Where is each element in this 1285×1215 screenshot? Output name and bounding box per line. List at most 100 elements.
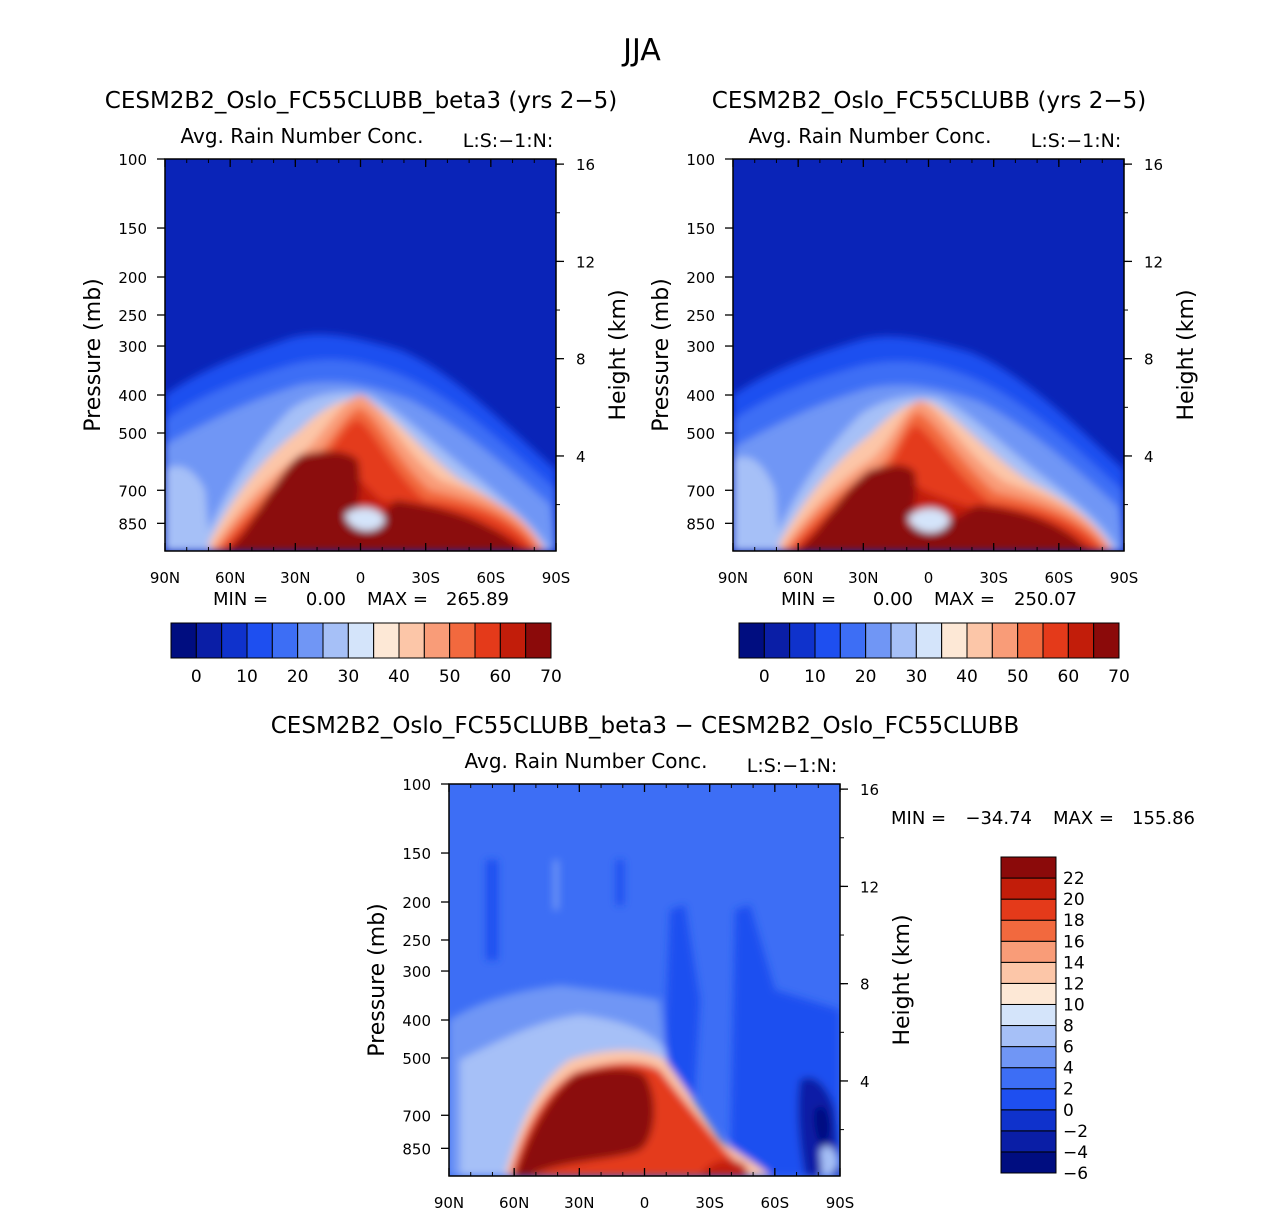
y-tick-label: 100	[402, 776, 431, 794]
panel-subtitle: Avg. Rain Number Conc.	[749, 124, 992, 148]
colorbar-swatch	[246, 622, 273, 659]
colorbar-swatch	[763, 622, 791, 659]
colorbar-swatch	[499, 622, 527, 659]
colorbar-swatch	[1000, 961, 1057, 984]
y-tick-label: 400	[118, 387, 147, 405]
y-tick-label: 300	[686, 338, 715, 356]
y-tick-label: 500	[402, 1050, 431, 1068]
x-tick-label: 0	[640, 1194, 650, 1212]
colorbar-swatch	[373, 622, 400, 659]
colorbar-swatch	[474, 622, 501, 659]
x-tick-label: 30S	[979, 569, 1008, 587]
colorbar-label: 40	[956, 667, 978, 687]
colorbar-label: 10	[1063, 995, 1085, 1015]
colorbar-swatch	[1000, 898, 1057, 921]
colorbar-label: 10	[236, 667, 258, 687]
x-tick-label: 60N	[499, 1194, 529, 1212]
colorbar-label: 18	[1063, 911, 1085, 931]
panel-subtitle: Avg. Rain Number Conc.	[181, 124, 424, 148]
colorbar-swatch	[839, 622, 867, 659]
axes: 90N 60N 30N 0 30S 60S 90S 100 150 200 250 300 400 500…	[118, 151, 595, 587]
max-value: 250.07	[1014, 589, 1077, 610]
colorbar-swatch	[1042, 622, 1069, 659]
colorbar-swatch	[966, 622, 993, 659]
colorbar-label: −2	[1063, 1122, 1088, 1142]
max-label: MAX =	[934, 589, 995, 610]
height-tick-label: 16	[860, 781, 879, 799]
max-label: MAX =	[367, 589, 428, 610]
colorbar-label: 30	[338, 667, 360, 687]
max-label: MAX =	[1053, 808, 1114, 829]
y-axis-right-label: Height (km)	[606, 289, 631, 420]
colorbar-swatch	[1000, 982, 1057, 1005]
min-value: 0.00	[306, 589, 346, 610]
contour-field	[165, 159, 556, 551]
y-tick-label: 200	[686, 269, 715, 287]
x-tick-label: 30S	[411, 569, 440, 587]
panel-title: CESM2B2_Oslo_FC55CLUBB (yrs 2−5)	[712, 88, 1146, 114]
season-title: JJA	[621, 33, 661, 68]
colorbar: 0 10 20 30 40 50 60 70	[738, 622, 1130, 687]
y-tick-label: 400	[402, 1012, 431, 1030]
panel-difference: CESM2B2_Oslo_FC55CLUBB_beta3 − CESM2B2_O…	[271, 713, 1195, 1212]
colorbar-swatch	[1000, 1151, 1057, 1174]
colorbar-swatch	[915, 622, 943, 659]
corner-label: L:S:−1:N:	[1031, 130, 1121, 152]
colorbar-swatch	[1000, 1109, 1057, 1132]
y-tick-label: 700	[686, 482, 715, 500]
colorbar-label: 20	[287, 667, 309, 687]
colorbar-swatch	[1000, 940, 1057, 963]
colorbar-swatch	[738, 622, 765, 659]
panel-title: CESM2B2_Oslo_FC55CLUBB_beta3 (yrs 2−5)	[105, 88, 617, 114]
colorbar-label: 50	[1007, 667, 1029, 687]
y-tick-label: 150	[402, 845, 431, 863]
colorbar-swatch	[170, 622, 197, 659]
colorbar-label: −6	[1063, 1164, 1088, 1184]
colorbar-swatch	[941, 622, 968, 659]
colorbar-swatch	[814, 622, 841, 659]
y-tick-label: 850	[118, 515, 147, 533]
y-tick-label: 500	[118, 425, 147, 443]
max-value: 155.86	[1132, 808, 1195, 829]
colorbar-label: 70	[540, 667, 562, 687]
colorbar-swatch	[865, 622, 892, 659]
colorbar-label: −4	[1063, 1143, 1088, 1163]
height-tick-label: 8	[576, 351, 586, 369]
colorbar-swatch	[1000, 919, 1057, 942]
colorbar-label: 8	[1063, 1017, 1074, 1037]
x-tick-label: 0	[924, 569, 934, 587]
colorbar-label: 60	[1058, 667, 1080, 687]
min-label: MIN =	[781, 589, 836, 610]
colorbar-label: 30	[906, 667, 928, 687]
colorbar-swatch	[1000, 1130, 1057, 1153]
height-tick-label: 4	[860, 1073, 870, 1091]
colorbar-swatch	[347, 622, 375, 659]
colorbar-label: 16	[1063, 932, 1085, 952]
x-tick-label: 60N	[215, 569, 245, 587]
colorbar-label: 6	[1063, 1038, 1074, 1058]
y-tick-label: 100	[686, 151, 715, 169]
colorbar-swatch	[449, 622, 476, 659]
y-tick-label: 700	[402, 1107, 431, 1125]
x-tick-label: 90N	[434, 1194, 464, 1212]
y-tick-label: 200	[402, 894, 431, 912]
min-label: MIN =	[891, 808, 946, 829]
x-tick-label: 60S	[477, 569, 506, 587]
colorbar-label: 40	[388, 667, 410, 687]
colorbar-swatch	[789, 622, 816, 659]
axes: 90N 60N 30N 0 30S 60S 90S 100 150 200 250 300 400 500…	[686, 151, 1163, 587]
y-tick-label: 500	[686, 425, 715, 443]
y-tick-label: 700	[118, 482, 147, 500]
height-tick-label: 12	[1144, 253, 1163, 271]
y-tick-label: 300	[402, 963, 431, 981]
x-tick-label: 60S	[761, 1194, 790, 1212]
x-tick-label: 90S	[826, 1194, 855, 1212]
colorbar-swatch	[1000, 877, 1057, 900]
colorbar-label: 50	[439, 667, 461, 687]
colorbar-label: 2	[1063, 1080, 1074, 1100]
height-tick-label: 4	[576, 448, 586, 466]
panel-subtitle: Avg. Rain Number Conc.	[465, 749, 708, 773]
x-tick-label: 90N	[718, 569, 748, 587]
